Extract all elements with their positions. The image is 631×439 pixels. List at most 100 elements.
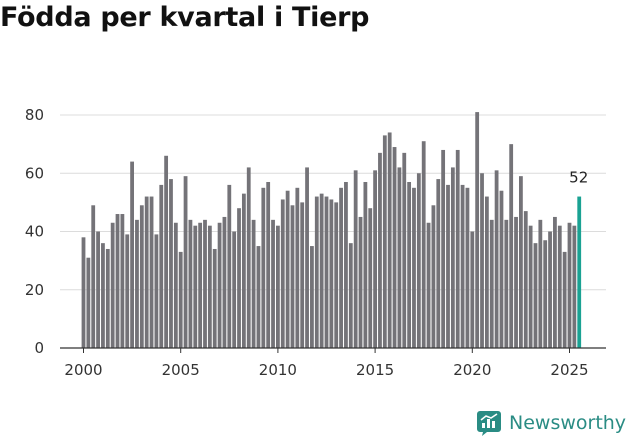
bar bbox=[120, 214, 125, 348]
bar bbox=[266, 181, 271, 348]
bar bbox=[139, 205, 144, 348]
bar bbox=[305, 167, 309, 348]
bar bbox=[465, 187, 470, 348]
bar bbox=[441, 149, 446, 348]
bar bbox=[324, 196, 329, 348]
bar bbox=[125, 234, 130, 348]
bar bbox=[251, 219, 256, 348]
bar bbox=[339, 187, 343, 348]
bar bbox=[450, 167, 455, 348]
latest-value-label: 52 bbox=[569, 169, 588, 187]
y-axis-labels: 0 20 40 60 80 bbox=[25, 106, 44, 357]
bar bbox=[548, 231, 552, 348]
bar bbox=[105, 248, 110, 348]
bar bbox=[310, 246, 314, 348]
bar bbox=[81, 237, 86, 348]
bar bbox=[373, 170, 377, 348]
bar bbox=[276, 225, 280, 348]
bar bbox=[237, 208, 241, 348]
y-tick-label: 20 bbox=[25, 281, 44, 299]
bar bbox=[368, 208, 373, 348]
bar bbox=[421, 141, 426, 348]
bar bbox=[212, 248, 217, 348]
x-tick-label: 2015 bbox=[356, 361, 394, 379]
bar bbox=[227, 184, 232, 348]
bar bbox=[392, 147, 397, 348]
bar bbox=[207, 225, 212, 348]
bar bbox=[499, 190, 504, 348]
bar bbox=[280, 199, 285, 348]
bar bbox=[334, 202, 339, 349]
bar bbox=[489, 219, 494, 348]
bar bbox=[572, 225, 577, 348]
bar bbox=[285, 190, 290, 348]
bar bbox=[533, 243, 538, 348]
x-tick-label: 2000 bbox=[64, 361, 102, 379]
bar bbox=[353, 170, 358, 348]
newsworthy-icon bbox=[477, 411, 501, 436]
bar bbox=[130, 161, 134, 348]
bar bbox=[480, 173, 484, 348]
bar bbox=[135, 219, 139, 348]
bar bbox=[110, 222, 115, 348]
bar bbox=[553, 216, 557, 348]
bar bbox=[494, 170, 499, 348]
y-tick-label: 0 bbox=[34, 339, 44, 357]
bar bbox=[397, 167, 402, 348]
bar bbox=[149, 196, 154, 348]
bar bbox=[188, 219, 193, 348]
bar bbox=[412, 187, 416, 348]
bar bbox=[217, 222, 222, 348]
bar bbox=[378, 152, 382, 348]
brand-name: Newsworthy bbox=[509, 412, 627, 434]
x-tick-label: 2010 bbox=[259, 361, 297, 379]
y-tick-label: 80 bbox=[25, 106, 44, 124]
bar bbox=[96, 231, 100, 348]
bar bbox=[562, 251, 567, 348]
bar bbox=[446, 184, 450, 348]
bar bbox=[543, 240, 548, 348]
bar bbox=[203, 219, 207, 348]
bar bbox=[232, 231, 237, 348]
bar bbox=[528, 225, 533, 348]
bar bbox=[460, 184, 465, 348]
bar bbox=[363, 181, 368, 348]
bar bbox=[319, 193, 324, 348]
bar bbox=[348, 243, 353, 348]
x-tick-label: 2025 bbox=[550, 361, 588, 379]
bar bbox=[387, 132, 392, 348]
bar bbox=[290, 205, 295, 348]
bar bbox=[514, 216, 518, 348]
bar bbox=[164, 155, 169, 348]
bar bbox=[567, 222, 572, 348]
bar bbox=[431, 205, 436, 348]
x-axis bbox=[60, 347, 606, 353]
bar bbox=[86, 257, 91, 348]
bar bbox=[416, 173, 421, 348]
bar bbox=[455, 149, 460, 348]
bar bbox=[198, 222, 203, 348]
bar bbox=[407, 181, 412, 348]
bar bbox=[241, 193, 246, 348]
x-axis-labels: 2000 2005 2010 2015 2020 2025 bbox=[64, 361, 588, 379]
bar bbox=[504, 219, 509, 348]
bar bbox=[173, 222, 178, 348]
bar bbox=[314, 196, 319, 348]
x-tick-label: 2020 bbox=[453, 361, 491, 379]
bar bbox=[475, 112, 480, 348]
bar bbox=[101, 243, 105, 348]
chart-title: Födda per kvartal i Tierp bbox=[0, 2, 370, 33]
bar bbox=[154, 234, 159, 348]
y-tick-label: 60 bbox=[25, 164, 44, 182]
bar bbox=[91, 205, 96, 348]
bar-highlight bbox=[577, 196, 582, 348]
bar bbox=[178, 251, 183, 348]
bar bbox=[470, 231, 475, 348]
bar bbox=[382, 135, 387, 348]
bar bbox=[538, 219, 543, 348]
bar bbox=[159, 184, 164, 348]
bar bbox=[519, 176, 523, 348]
bar bbox=[300, 202, 305, 349]
bar bbox=[271, 219, 275, 348]
